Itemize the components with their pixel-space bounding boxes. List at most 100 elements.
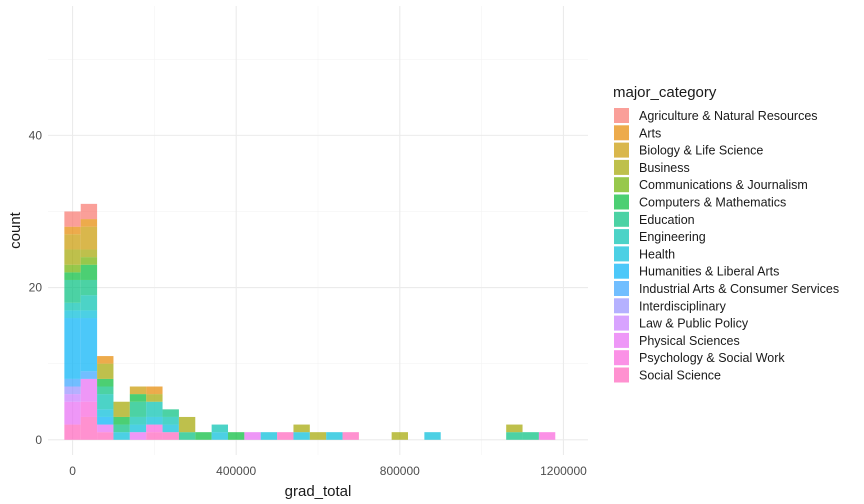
histogram-bar-segment bbox=[309, 432, 327, 440]
histogram-bar-segment bbox=[80, 226, 98, 250]
histogram-bar-segment bbox=[80, 401, 98, 417]
histogram-bar-segment bbox=[64, 386, 81, 395]
legend-item: Humanities & Liberal Arts bbox=[613, 262, 779, 280]
histogram-bar-segment bbox=[146, 424, 163, 433]
x-axis-ticks: 0 400000 800000 1200000 bbox=[69, 464, 587, 478]
histogram-bar-segment bbox=[129, 416, 147, 425]
y-axis-title: count bbox=[7, 211, 24, 249]
histogram-bar-segment bbox=[97, 432, 114, 440]
x-tick-label: 1200000 bbox=[540, 464, 587, 478]
bars bbox=[64, 203, 556, 440]
legend-swatch bbox=[614, 298, 629, 314]
legend-item: Psychology & Social Work bbox=[613, 349, 785, 367]
x-axis-title: grad_total bbox=[285, 483, 352, 500]
histogram-bar-segment bbox=[64, 310, 81, 319]
legend-item: Engineering bbox=[613, 228, 706, 246]
histogram-bar-segment bbox=[162, 432, 179, 440]
histogram-bar-segment bbox=[64, 424, 81, 440]
histogram-bar-segment bbox=[129, 386, 147, 395]
histogram-bar-segment bbox=[64, 279, 81, 303]
legend-label: Arts bbox=[639, 126, 661, 140]
histogram-bar-segment bbox=[146, 386, 163, 395]
legend-swatch bbox=[614, 125, 629, 141]
histogram-bar-segment bbox=[80, 279, 98, 296]
legend-label: Education bbox=[639, 213, 695, 227]
histogram-bar-segment bbox=[80, 257, 98, 265]
histogram-bar-segment bbox=[178, 432, 196, 440]
histogram-bar-segment bbox=[129, 432, 147, 440]
legend-label: Engineering bbox=[639, 230, 706, 244]
legend-label: Computers & Mathematics bbox=[639, 196, 786, 210]
legend-label: Psychology & Social Work bbox=[639, 351, 785, 365]
y-tick-label: 0 bbox=[35, 433, 42, 447]
histogram-bar-segment bbox=[64, 401, 81, 425]
legend-swatch bbox=[614, 211, 629, 227]
histogram-bar-segment bbox=[342, 432, 359, 440]
histogram-bar-segment bbox=[146, 432, 163, 440]
histogram-bar-segment bbox=[211, 424, 228, 433]
legend-item: Business bbox=[613, 158, 690, 176]
legend-swatch bbox=[614, 367, 629, 383]
legend-label: Interdisciplinary bbox=[639, 299, 727, 313]
legend-item: Education bbox=[613, 210, 695, 228]
histogram-bar-segment bbox=[146, 416, 163, 425]
legend-item: Communications & Journalism bbox=[613, 176, 808, 194]
histogram-bar-segment bbox=[113, 401, 130, 417]
legend-item: Biology & Life Science bbox=[613, 141, 763, 159]
legend-label: Business bbox=[639, 161, 690, 175]
histogram-bar-segment bbox=[97, 356, 114, 364]
histogram-bar-segment bbox=[80, 416, 98, 440]
histogram-bar-segment bbox=[80, 203, 98, 220]
histogram-bar-segment bbox=[113, 416, 130, 425]
legend-label: Law & Public Policy bbox=[639, 317, 749, 331]
legend-label: Health bbox=[639, 247, 675, 261]
legend-item: Arts bbox=[613, 124, 661, 142]
legend-item: Agriculture & Natural Resources bbox=[613, 107, 818, 124]
histogram-bar-segment bbox=[228, 432, 245, 440]
histogram-bar-segment bbox=[80, 295, 98, 311]
legend-swatch bbox=[614, 263, 629, 279]
histogram-bar-segment bbox=[211, 432, 228, 440]
grid bbox=[48, 6, 588, 455]
x-tick-label: 800000 bbox=[380, 464, 420, 478]
histogram-bar-segment bbox=[64, 394, 81, 402]
histogram-bar-segment bbox=[146, 401, 163, 417]
legend-item: Health bbox=[613, 245, 675, 263]
legend-label: Humanities & Liberal Arts bbox=[639, 265, 779, 279]
histogram-bar-segment bbox=[178, 416, 196, 433]
y-axis-ticks: 0 20 40 bbox=[29, 128, 43, 446]
histogram-bar-segment bbox=[538, 432, 556, 440]
histogram-bar-segment bbox=[64, 264, 81, 273]
legend-label: Communications & Journalism bbox=[639, 178, 808, 192]
legend-swatch bbox=[614, 229, 629, 245]
legend-item: Physical Sciences bbox=[613, 331, 740, 349]
histogram-bar-segment bbox=[64, 211, 81, 227]
legend-swatch bbox=[614, 142, 629, 158]
histogram-bar-segment bbox=[162, 416, 179, 425]
y-tick-label: 20 bbox=[29, 281, 43, 295]
histogram-bar-segment bbox=[293, 432, 310, 440]
histogram-bar-segment bbox=[260, 432, 278, 440]
histogram-bar-segment bbox=[80, 264, 98, 280]
histogram-bar-segment bbox=[64, 272, 81, 280]
histogram-bar-segment bbox=[244, 432, 261, 440]
histogram-bar-segment bbox=[506, 432, 523, 440]
legend-label: Industrial Arts & Consumer Services bbox=[639, 282, 839, 296]
histogram-bar-segment bbox=[64, 234, 81, 250]
histogram-bar-segment bbox=[80, 318, 98, 372]
histogram-bar-segment bbox=[97, 386, 114, 395]
legend-swatch bbox=[614, 177, 629, 193]
histogram-bar-segment bbox=[391, 432, 408, 440]
histogram-bar-segment bbox=[64, 226, 81, 235]
histogram-bar-segment bbox=[129, 401, 147, 417]
histogram-bar-segment bbox=[80, 219, 98, 227]
legend-item: Interdisciplinary bbox=[613, 297, 727, 315]
histogram-bar-segment bbox=[64, 378, 81, 387]
histogram-bar-segment bbox=[506, 424, 523, 433]
x-tick-label: 0 bbox=[69, 464, 76, 478]
legend-item: Industrial Arts & Consumer Services bbox=[613, 280, 839, 297]
legend-swatch bbox=[614, 281, 629, 296]
legend-item: Computers & Mathematics bbox=[613, 193, 786, 211]
histogram-bar-segment bbox=[113, 424, 130, 433]
